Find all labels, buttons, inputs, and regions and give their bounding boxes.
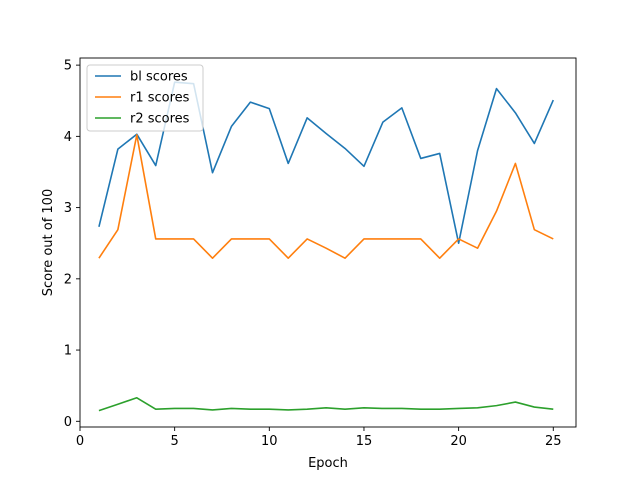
- x-tick-label: 20: [450, 434, 467, 449]
- series-line-2: [98, 134, 554, 259]
- x-axis-label: Epoch: [308, 456, 348, 471]
- y-tick-label: 5: [64, 59, 72, 74]
- axes-frame: [79, 57, 577, 428]
- x-tick-label: 5: [171, 434, 179, 449]
- legend: bl scores r1 scores r2 scores: [86, 64, 204, 132]
- y-tick-label: 0: [64, 415, 72, 430]
- x-tick-label: 10: [261, 434, 278, 449]
- legend-label-3: r2 scores: [130, 112, 190, 127]
- legend-label-2: r1 scores: [130, 91, 190, 106]
- y-axis-label: Score out of 100: [41, 189, 56, 296]
- axes-layer: 0 5 10 15 20 25 0 1 2 3 4 5: [64, 57, 577, 449]
- y-tick-label: 2: [64, 272, 72, 287]
- x-tick-label: 25: [545, 434, 562, 449]
- y-tick-label: 1: [64, 344, 72, 359]
- x-tick-label: 15: [356, 434, 373, 449]
- y-tick-label: 4: [64, 130, 72, 145]
- legend-box: [86, 64, 204, 132]
- legend-label-1: bl scores: [130, 70, 188, 85]
- x-tick-label: 0: [76, 434, 84, 449]
- y-tick-label: 3: [64, 201, 72, 216]
- series-line-3: [98, 396, 554, 412]
